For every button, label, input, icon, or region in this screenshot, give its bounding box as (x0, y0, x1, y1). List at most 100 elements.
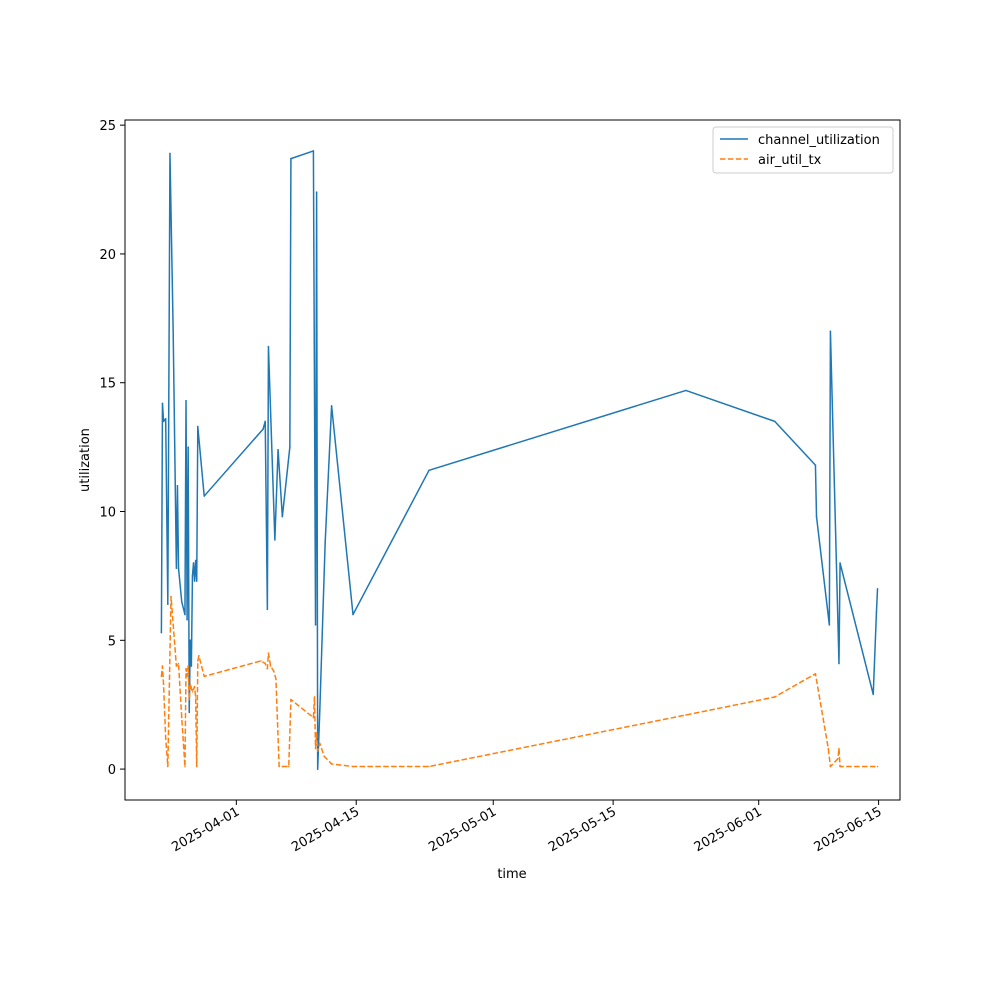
data-point-air-util-tx (829, 765, 832, 768)
data-point-air-util-tx (167, 765, 169, 768)
data-point-channel-utilization (838, 662, 840, 665)
data-point-air-util-tx (838, 747, 840, 750)
data-point-channel-utilization (289, 446, 291, 448)
data-point-channel-utilization (162, 420, 165, 423)
data-point-air-util-tx (837, 758, 839, 760)
legend-box (712, 126, 894, 174)
data-point-air-util-tx (873, 765, 876, 768)
data-point-channel-utilization (314, 624, 317, 626)
data-point-channel-utilization (324, 541, 326, 544)
data-point-channel-utilization (428, 469, 430, 472)
data-point-channel-utilization (685, 389, 687, 392)
data-point-air-util-tx (195, 765, 198, 768)
x-axis-label: time (497, 867, 526, 882)
data-point-channel-utilization (829, 330, 832, 332)
y-axis: 0 5 10 15 20 25 (99, 119, 125, 778)
legend-label-channel-utilization: channel_utilization (758, 133, 880, 148)
data-point-channel-utilization (160, 631, 163, 634)
data-point-air-util-tx (275, 678, 277, 680)
data-point-air-util-tx (260, 660, 262, 662)
data-point-air-util-tx (330, 763, 333, 765)
data-point-channel-utilization (185, 400, 187, 402)
data-point-air-util-tx (177, 662, 180, 665)
series-layer (160, 150, 879, 770)
data-point-channel-utilization (876, 588, 879, 590)
data-point-air-util-tx (197, 660, 199, 662)
data-point-channel-utilization (195, 580, 198, 582)
data-point-channel-utilization (330, 405, 333, 407)
data-point-air-util-tx (314, 747, 317, 750)
data-point-air-util-tx (203, 675, 205, 678)
data-point-air-util-tx (175, 665, 178, 667)
data-point-air-util-tx (278, 765, 280, 768)
data-point-air-util-tx (352, 765, 354, 768)
y-tick-label: 5 (108, 634, 116, 649)
data-point-channel-utilization (180, 600, 183, 603)
data-point-air-util-tx (186, 675, 188, 678)
data-point-channel-utilization (267, 345, 270, 348)
data-point-channel-utilization (190, 665, 193, 667)
data-point-channel-utilization (189, 639, 192, 642)
legend-label-air-util-tx: air_util_tx (758, 153, 822, 168)
data-point-channel-utilization (169, 152, 171, 155)
data-point-channel-utilization (352, 613, 354, 616)
data-point-channel-utilization (188, 711, 190, 714)
y-tick-label: 25 (99, 119, 116, 134)
data-point-channel-utilization (203, 495, 205, 497)
data-point-air-util-tx (839, 765, 841, 768)
data-point-air-util-tx (315, 732, 318, 734)
data-point-air-util-tx (164, 737, 167, 739)
data-point-channel-utilization (290, 157, 292, 160)
data-point-air-util-tx (188, 698, 190, 701)
data-point-air-util-tx (266, 667, 269, 670)
data-point-air-util-tx (428, 765, 430, 768)
data-point-channel-utilization (277, 448, 279, 451)
data-point-air-util-tx (193, 685, 196, 688)
data-point-channel-utilization (319, 709, 321, 711)
data-point-air-util-tx (198, 655, 200, 657)
data-point-air-util-tx (319, 742, 321, 745)
y-tick-label: 15 (99, 377, 116, 392)
data-point-air-util-tx (187, 665, 189, 667)
data-point-channel-utilization (193, 580, 196, 582)
data-point-channel-utilization (312, 150, 315, 152)
y-axis-label: utilization (78, 428, 93, 492)
data-point-air-util-tx (180, 716, 183, 719)
data-point-channel-utilization (316, 768, 319, 770)
data-point-channel-utilization (262, 428, 264, 430)
data-point-channel-utilization (161, 402, 164, 405)
data-point-channel-utilization (839, 562, 841, 564)
data-point-air-util-tx (288, 765, 290, 768)
data-point-channel-utilization (192, 562, 195, 564)
data-point-air-util-tx (161, 665, 164, 667)
data-point-air-util-tx (685, 714, 687, 716)
data-point-channel-utilization (872, 693, 874, 696)
y-tick-label: 20 (99, 248, 116, 263)
data-point-air-util-tx (313, 696, 316, 698)
data-point-air-util-tx (264, 662, 266, 665)
data-point-air-util-tx (191, 691, 194, 693)
data-point-air-util-tx (774, 696, 776, 698)
data-point-air-util-tx (827, 747, 830, 750)
data-point-channel-utilization (274, 539, 276, 541)
data-point-air-util-tx (290, 698, 292, 701)
legend: channel_utilization air_util_tx (712, 126, 894, 174)
series-line-channel-utilization (160, 150, 879, 770)
data-point-channel-utilization (194, 559, 197, 562)
data-point-air-util-tx (269, 665, 272, 667)
data-point-channel-utilization (184, 613, 186, 616)
data-point-air-util-tx (185, 667, 187, 670)
data-point-channel-utilization (175, 567, 178, 569)
data-point-air-util-tx (876, 765, 879, 768)
data-point-channel-utilization (774, 420, 776, 423)
data-point-channel-utilization (315, 191, 318, 193)
data-point-channel-utilization (197, 425, 199, 428)
data-point-air-util-tx (189, 683, 192, 685)
data-point-air-util-tx (273, 670, 275, 672)
data-point-air-util-tx (281, 765, 284, 768)
plot-area-frame (124, 119, 901, 801)
y-tick-label: 0 (108, 763, 116, 778)
data-point-air-util-tx (316, 750, 319, 752)
data-point-channel-utilization (815, 515, 818, 518)
